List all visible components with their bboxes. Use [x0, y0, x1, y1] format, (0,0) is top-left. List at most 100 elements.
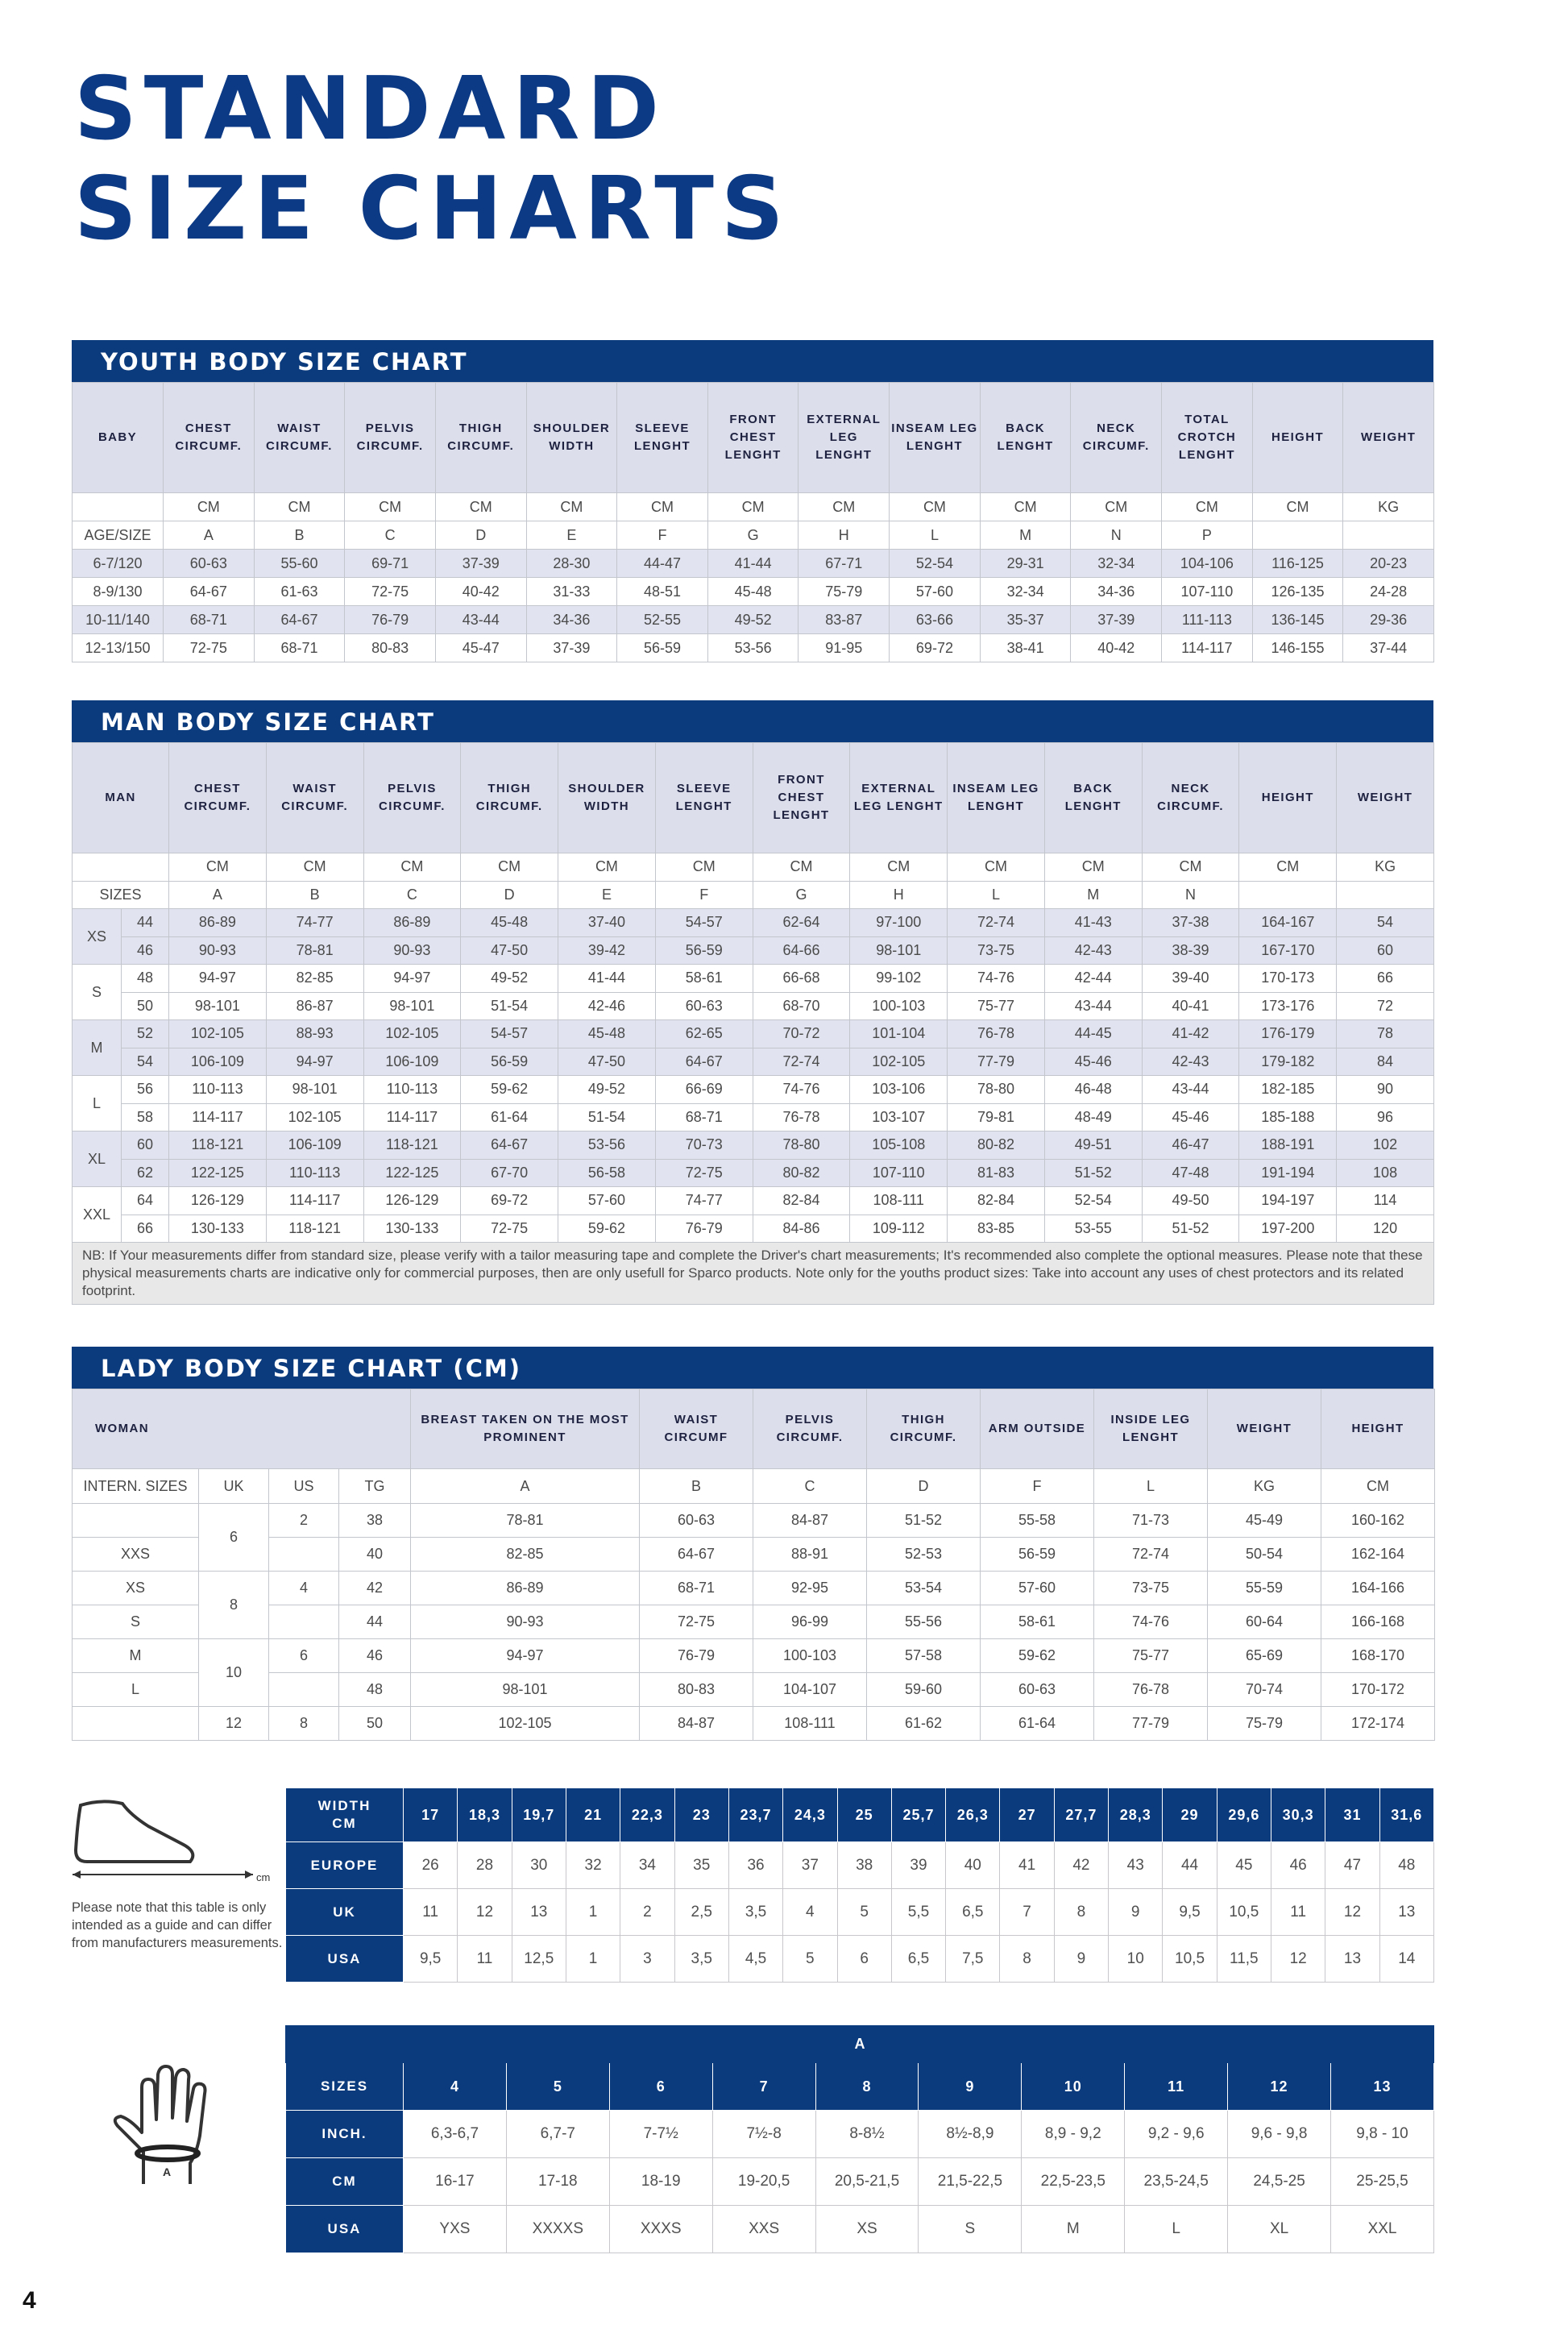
- navynum: 9: [918, 2062, 1023, 2111]
- cell: CM: [265, 853, 364, 882]
- cell: 160-162: [1321, 1503, 1435, 1538]
- cell: 43-44: [1043, 991, 1143, 1020]
- cell: 34-36: [1070, 577, 1163, 606]
- cell: 107-110: [849, 1158, 948, 1187]
- wcell: XL: [1227, 2205, 1332, 2253]
- cell: 81-83: [947, 1158, 1045, 1187]
- cell: 100-103: [753, 1638, 867, 1673]
- hcell: SHOULDER WIDTH: [558, 742, 656, 853]
- cell: 45-48: [707, 577, 799, 606]
- cell: CM: [979, 492, 1072, 521]
- cell: 67-71: [798, 549, 890, 578]
- data-row: M 10 6 46 94-97 76-79 100-103 57-58 59-62 75-77 65…: [72, 1638, 1435, 1707]
- cell: 76-79: [344, 605, 436, 634]
- cell: 10-11/140: [72, 605, 164, 634]
- cell: 8-9/130: [72, 577, 164, 606]
- cell: [1342, 521, 1434, 550]
- wcell: 22,5-23,5: [1021, 2157, 1126, 2206]
- wcell: 3,5: [674, 1935, 729, 1983]
- cell: 55-58: [980, 1503, 1094, 1538]
- cell: 90: [1336, 1075, 1434, 1104]
- cell: 60-63: [980, 1672, 1094, 1707]
- wcell: S: [918, 2205, 1023, 2253]
- cell: 40-42: [434, 577, 527, 606]
- cell: 94-97: [265, 1047, 364, 1076]
- wcell: 9,5: [1162, 1888, 1217, 1936]
- wcell: 10,5: [1162, 1935, 1217, 1983]
- cell: 102-105: [168, 1019, 267, 1048]
- cell: N: [1070, 521, 1163, 550]
- cell: 45-46: [1043, 1047, 1143, 1076]
- data-row: 12 8 50 102-105 84-87 108-111 61-62 61-64 77-79 7…: [72, 1706, 1435, 1741]
- cell: XL: [72, 1131, 122, 1187]
- size-row: UK 11 12 13 1 2 2,5 3,5 4 5 5,5 6,5 7 8 9 9,5 10,5 11 12 13: [285, 1888, 1434, 1936]
- cell: 77-79: [1093, 1706, 1208, 1741]
- units-row: CM CM CM CM CM CM CM CM CM CM CM CM KG: [72, 853, 1434, 882]
- cell: 45-48: [460, 908, 559, 937]
- cell: 49-52: [707, 605, 799, 634]
- cell: 60: [1336, 936, 1434, 965]
- wcell: 30: [511, 1842, 566, 1889]
- cell: 130-133: [363, 1214, 462, 1243]
- cell: 105-108: [849, 1131, 948, 1160]
- cell: 76-79: [639, 1638, 753, 1673]
- wcell: 18-19: [608, 2157, 713, 2206]
- cell: 32-34: [979, 577, 1072, 606]
- cell: 61-63: [253, 577, 346, 606]
- cell: 57-60: [889, 577, 981, 606]
- cell: 29-36: [1342, 605, 1434, 634]
- data-row: L 56 110-113 98-101 110-113 59-62 49-52 66-69 74…: [72, 1075, 1434, 1131]
- cell: 80-83: [344, 633, 436, 662]
- hcell: HEIGHT: [1238, 742, 1338, 853]
- wcell: 8: [1053, 1888, 1110, 1936]
- lab: USA: [285, 1935, 404, 1983]
- wcell: 28: [457, 1842, 512, 1889]
- cell: 77-79: [947, 1047, 1045, 1076]
- hcell: PELVIS CIRCUMF.: [753, 1389, 867, 1469]
- wcell: 37: [782, 1842, 838, 1889]
- wcell: 7-7½: [608, 2110, 713, 2158]
- cell: C: [753, 1468, 867, 1504]
- cell: H: [849, 880, 948, 909]
- cell: 96: [1336, 1102, 1434, 1131]
- cell: 57-60: [980, 1571, 1094, 1605]
- cell: 52-53: [866, 1537, 981, 1572]
- cell: 56-59: [980, 1537, 1094, 1572]
- cell: SIZES: [72, 880, 169, 909]
- cell: 51-52: [1043, 1158, 1143, 1187]
- cell: 86-89: [363, 908, 462, 937]
- cell: 66: [121, 1214, 169, 1243]
- cell: 71-73: [1093, 1503, 1208, 1538]
- cell: CM: [168, 853, 267, 882]
- cell: 73-75: [1093, 1571, 1208, 1605]
- cell: CM: [1251, 492, 1344, 521]
- cell: 106-109: [363, 1047, 462, 1076]
- cell: [268, 1537, 339, 1572]
- cell: 126-135: [1251, 577, 1344, 606]
- wcell: 12: [457, 1888, 512, 1936]
- cell: 37-38: [1141, 908, 1240, 937]
- cell: F: [980, 1468, 1094, 1504]
- cell: 167-170: [1238, 936, 1338, 965]
- cell: CM: [947, 853, 1045, 882]
- cell: 84-87: [753, 1503, 867, 1538]
- cell: 118-121: [265, 1214, 364, 1243]
- cell: 182-185: [1238, 1075, 1338, 1104]
- cell: 43-44: [434, 605, 527, 634]
- cell: 88-93: [265, 1019, 364, 1048]
- wcell: 5: [836, 1888, 892, 1936]
- navynum: 13: [1330, 2062, 1435, 2111]
- wcell: 3: [620, 1935, 675, 1983]
- units-row: CM CM CM CM CM CM CM CM CM CM CM CM CM KG: [72, 492, 1434, 521]
- cell: 46-48: [1043, 1075, 1143, 1104]
- man-chart: MAN BODY SIZE CHART MAN CHEST CIRCUMF. WAIS…: [72, 700, 1434, 1305]
- cell: 110-113: [168, 1075, 267, 1104]
- cell: 44: [338, 1605, 411, 1639]
- youth-chart: YOUTH BODY SIZE CHART BABY CHEST CIRCUMF. W…: [72, 340, 1434, 662]
- page-number: 4: [23, 2287, 36, 2314]
- cell: CM: [460, 853, 559, 882]
- cell: 68-71: [163, 605, 255, 634]
- cell: B: [253, 521, 346, 550]
- cell: 72-75: [344, 577, 436, 606]
- size-row: USA YXS XXXXS XXXS XXS XS S M L XL XXL: [285, 2205, 1435, 2253]
